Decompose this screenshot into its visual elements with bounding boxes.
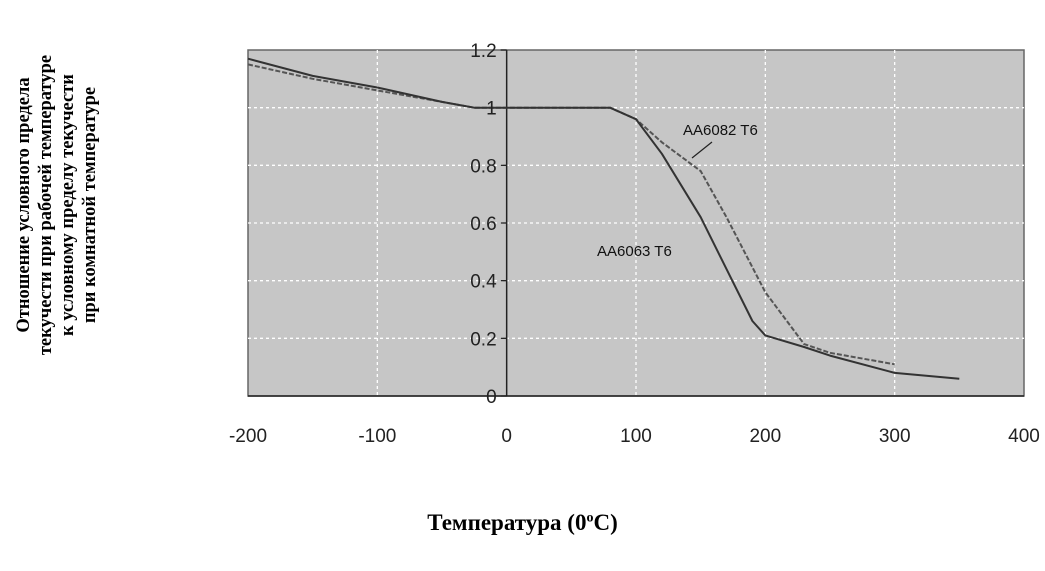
y-axis-label-line-1: Отношение условного предела [14, 77, 34, 332]
y-axis-label: Отношение условного предела текучести пр… [14, 55, 100, 355]
y-tick-label: 0.8 [470, 156, 496, 177]
series-layer [247, 57, 960, 380]
x-tick-label: -100 [358, 426, 396, 447]
tick-labels: -200 -100 0 100 200 300 400 0 0.2 0.4 0.6 0.8 1 1.2 [229, 41, 1040, 447]
x-tick-label: 300 [879, 426, 911, 447]
y-tick-label: 1.2 [470, 41, 496, 62]
x-tick-label: 0 [501, 426, 512, 447]
y-axis-label-line-2: текучести при рабочей температуре [36, 55, 56, 355]
x-axis-label: Температура (0oC) [0, 510, 1045, 536]
x-tick-label: 100 [620, 426, 652, 447]
series-label-aa6063: AA6063 T6 [597, 243, 672, 260]
x-tick-label: 400 [1008, 426, 1040, 447]
x-axis-label-sup: o [586, 510, 594, 526]
y-tick-label: 0 [486, 387, 497, 408]
y-axis-label-line-4: при комнатной температуре [80, 87, 100, 323]
x-tick-label: -200 [229, 426, 267, 447]
series-label-pointer-aa6082 [691, 141, 713, 159]
series-line-2 [247, 57, 960, 380]
y-tick-label: 0.2 [470, 329, 496, 350]
x-axis-label-main: Температура (0 [427, 510, 587, 535]
y-tick-label: 0.4 [470, 272, 497, 293]
y-axis-label-line-3: к условному пределу текучести [58, 74, 78, 336]
y-tick-label: 0.6 [470, 214, 496, 235]
series-label-aa6082: AA6082 T6 [683, 122, 758, 139]
y-tick-label: 1 [486, 99, 497, 120]
x-tick-label: 200 [749, 426, 781, 447]
x-axis-label-end: C) [593, 510, 618, 535]
grid [248, 50, 1024, 396]
